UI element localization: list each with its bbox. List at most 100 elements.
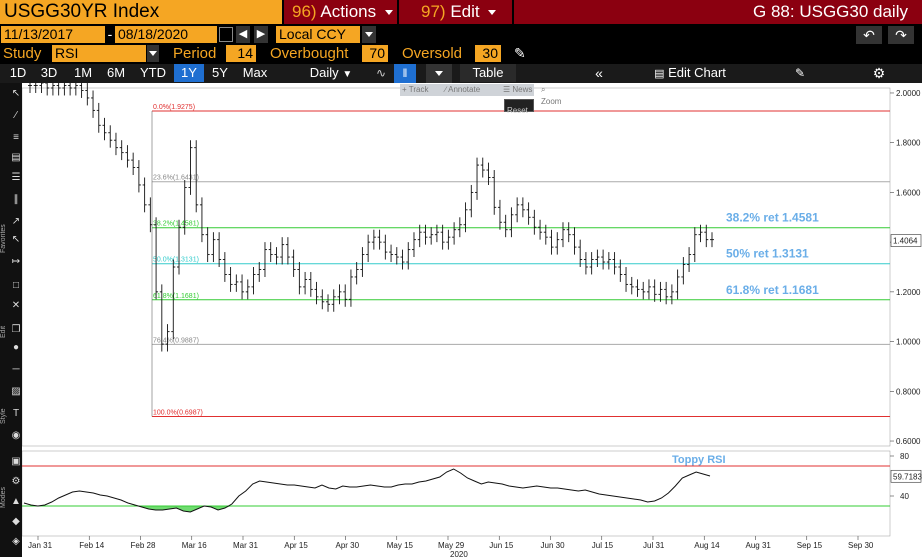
x-tick-label: May 15 bbox=[387, 541, 414, 550]
study-dropdown[interactable] bbox=[147, 45, 159, 62]
draw-icon[interactable]: ✎ bbox=[794, 66, 806, 80]
redo-icon[interactable]: ↷ bbox=[888, 26, 914, 44]
range-button-ytd[interactable]: YTD bbox=[140, 65, 166, 80]
mode-c-icon[interactable]: ⚙ bbox=[11, 476, 21, 487]
rsi-last-badge bbox=[890, 469, 922, 483]
fib-label: 50.0%(1.3131) bbox=[153, 257, 199, 264]
actions-menu[interactable]: 96) Actions bbox=[284, 0, 397, 24]
end-date-field[interactable]: 08/18/2020 bbox=[115, 26, 217, 43]
y-tick-label: 1.8000 bbox=[896, 139, 921, 148]
mode-d-icon[interactable]: ▲ bbox=[11, 496, 21, 507]
frequency-dropdown[interactable]: Daily ▼ bbox=[309, 65, 353, 80]
last-price-label: 1.4064 bbox=[893, 237, 918, 246]
currency-value: Local CCY bbox=[279, 26, 346, 42]
mode-a-icon[interactable]: ◉ bbox=[11, 430, 21, 441]
measure-tool-icon[interactable]: ↦ bbox=[11, 256, 21, 267]
color-tool-icon[interactable]: ● bbox=[12, 342, 20, 353]
rsi-y-tick-label: 80 bbox=[900, 452, 909, 461]
ticker-field[interactable]: USGG30YR Index bbox=[0, 0, 282, 24]
overbought-label: Overbought bbox=[270, 45, 349, 62]
fib-label: 61.8%(1.1681) bbox=[153, 293, 199, 300]
fib-label: 100.0%(0.6987) bbox=[153, 409, 203, 416]
date-separator: - bbox=[107, 26, 113, 42]
edit-chart-button[interactable]: ▤ Edit Chart bbox=[640, 64, 740, 82]
actions-label: Actions bbox=[320, 2, 377, 21]
x-tick-label: Aug 14 bbox=[694, 541, 720, 550]
x-tick-label: Sep 30 bbox=[848, 541, 874, 550]
modes-side-label: Modes bbox=[0, 486, 7, 508]
font-style-icon[interactable]: T bbox=[12, 408, 20, 419]
y-tick-label: 2.0000 bbox=[896, 89, 921, 98]
overbought-field[interactable]: 70 bbox=[362, 45, 388, 62]
edit-menu[interactable]: 97) Edit bbox=[399, 0, 512, 24]
range-button-max[interactable]: Max bbox=[242, 65, 268, 80]
table-button[interactable]: Table bbox=[460, 64, 516, 82]
reset-button[interactable]: Reset bbox=[504, 99, 534, 115]
frequency-value: Daily bbox=[309, 65, 339, 80]
undo-icon[interactable]: ↶ bbox=[856, 26, 882, 44]
range-button-1y[interactable]: 1Y bbox=[174, 64, 204, 82]
range-button-5y[interactable]: 5Y bbox=[212, 65, 228, 80]
x-tick-label: Sep 15 bbox=[797, 541, 823, 550]
delete-tool-icon[interactable]: ✕ bbox=[11, 300, 21, 311]
popup-item-zoom[interactable]: ⌕ Zoom bbox=[541, 85, 562, 106]
period-field[interactable]: 14 bbox=[226, 45, 256, 62]
shape-tool-icon[interactable]: ▤ bbox=[11, 152, 21, 163]
calendar-icon[interactable] bbox=[219, 27, 233, 42]
chevron-down-icon bbox=[149, 51, 157, 57]
arrow-tool-icon[interactable]: ↖ bbox=[11, 234, 21, 245]
trend-tool-icon[interactable]: ↗ bbox=[11, 216, 21, 227]
mode-e-icon[interactable]: ◆ bbox=[12, 516, 20, 527]
popup-item-track[interactable]: + Track bbox=[402, 85, 429, 94]
range-button-1d[interactable]: 1D bbox=[9, 65, 27, 80]
bar-chart-icon[interactable]: ‖ bbox=[394, 64, 416, 83]
range-button-1m[interactable]: 1M bbox=[73, 65, 93, 80]
fill-style-icon[interactable]: ▨ bbox=[11, 386, 21, 397]
actions-code: 96) bbox=[292, 2, 317, 21]
window-title: G 88: USGG30 daily bbox=[753, 2, 908, 21]
text-tool-icon[interactable]: ≡ bbox=[13, 132, 19, 143]
start-date-field[interactable]: 11/13/2017 bbox=[1, 26, 105, 43]
oversold-field[interactable]: 30 bbox=[475, 45, 501, 62]
x-tick-label: Feb 28 bbox=[131, 541, 156, 550]
next-period-icon[interactable]: ▶ bbox=[254, 26, 268, 43]
prev-period-icon[interactable]: ◀ bbox=[236, 26, 250, 43]
gear-icon[interactable]: ⚙ bbox=[872, 65, 886, 81]
collapse-icon[interactable]: « bbox=[595, 65, 603, 81]
start-date-value: 11/13/2017 bbox=[4, 26, 74, 42]
edit-label: Edit bbox=[450, 2, 480, 21]
line-chart-icon[interactable]: ∿ bbox=[375, 66, 387, 80]
rsi-line bbox=[23, 468, 711, 513]
mode-f-icon[interactable]: ◈ bbox=[12, 536, 20, 547]
pencil-icon[interactable]: ✎ bbox=[514, 45, 526, 61]
x-tick-label: Aug 31 bbox=[746, 541, 772, 550]
period-value: 14 bbox=[237, 45, 253, 61]
popup-item-news[interactable]: ☰ News bbox=[503, 85, 533, 94]
chart-tool-popup: + Track ∕ Annotate ☰ News ⌕ Zoom Reset bbox=[400, 84, 561, 115]
cursor-icon[interactable]: ↖ bbox=[11, 88, 21, 99]
rsi-title: Toppy RSI bbox=[672, 454, 726, 466]
price-panel bbox=[22, 87, 891, 447]
box-tool-icon[interactable]: □ bbox=[12, 280, 20, 291]
study-value: RSI bbox=[55, 45, 79, 61]
currency-dropdown[interactable] bbox=[362, 26, 376, 43]
line-style-icon[interactable]: ─ bbox=[12, 364, 20, 375]
study-field[interactable]: RSI bbox=[52, 45, 146, 62]
line-tool-icon[interactable]: ∕ bbox=[15, 110, 17, 121]
copy-tool-icon[interactable]: ❐ bbox=[11, 324, 21, 335]
x-tick-label: Jun 30 bbox=[541, 541, 566, 550]
popup-item-annotate[interactable]: ∕ Annotate bbox=[445, 85, 481, 94]
mode-b-icon[interactable]: ▣ bbox=[11, 456, 21, 467]
range-button-6m[interactable]: 6M bbox=[106, 65, 126, 80]
chart-type-dropdown[interactable] bbox=[426, 64, 452, 83]
x-year-label: 2020 bbox=[450, 550, 468, 557]
currency-field[interactable]: Local CCY bbox=[276, 26, 360, 43]
range-button-3d[interactable]: 3D bbox=[40, 65, 58, 80]
retracement-annotation: 38.2% ret 1.4581 bbox=[726, 211, 819, 225]
fib-tool-icon[interactable]: ☰ bbox=[11, 172, 21, 183]
overbought-value: 70 bbox=[369, 45, 385, 61]
last-price-badge bbox=[890, 234, 922, 247]
channel-tool-icon[interactable]: ∥ bbox=[13, 194, 19, 205]
price-chart[interactable]: 2.00001.80001.60001.40001.20001.00000.80… bbox=[22, 83, 922, 557]
reset-label: Reset bbox=[507, 106, 528, 115]
